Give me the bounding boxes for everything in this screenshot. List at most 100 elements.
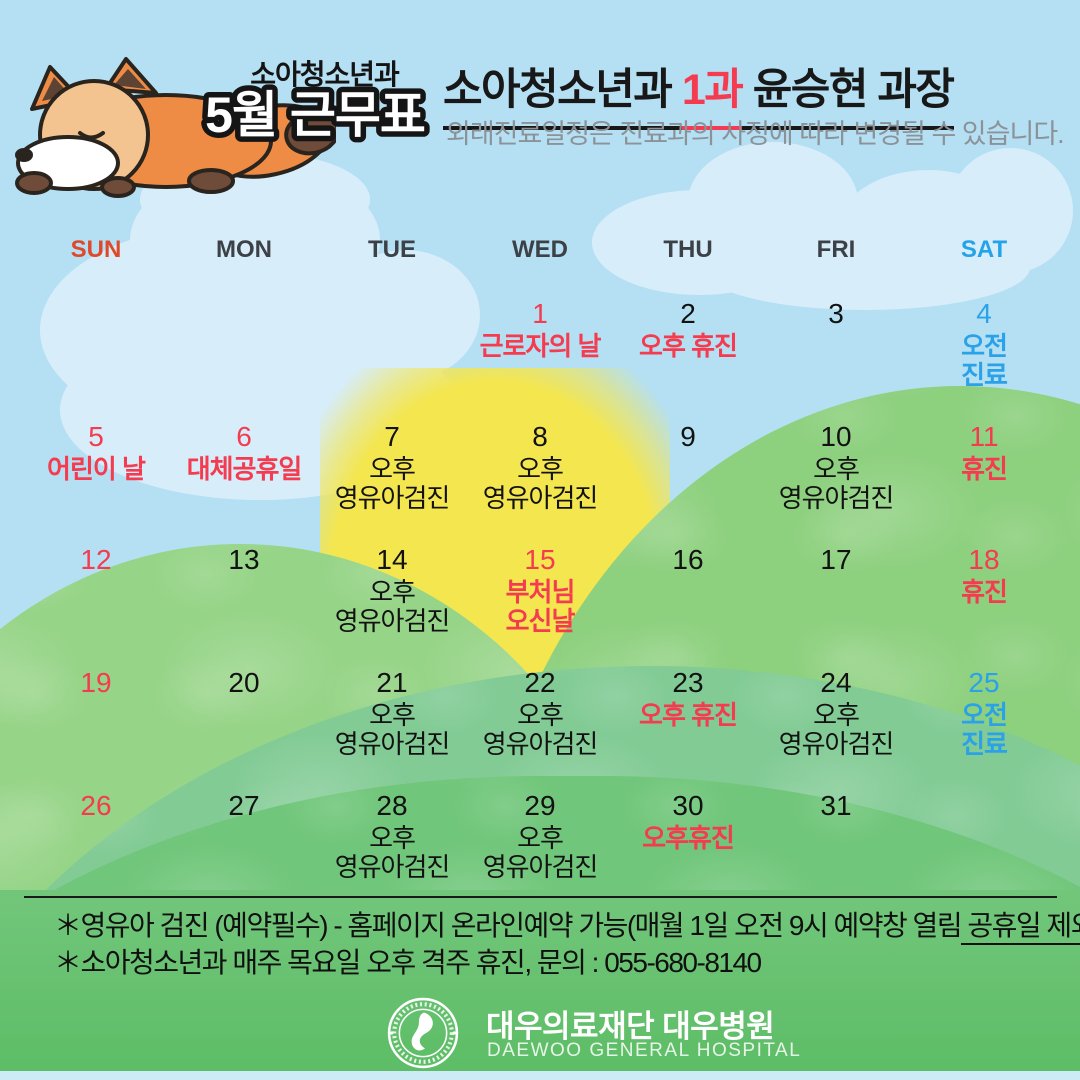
date-number: 3 <box>828 298 844 329</box>
calendar-cell: 19 <box>22 665 170 788</box>
title-doctor: 윤승현 과장 <box>742 55 955 130</box>
date-note: 영유아검진 <box>334 729 451 759</box>
calendar-cell: 25 오전 진료 <box>910 665 1058 788</box>
date-number: 2 <box>680 298 696 329</box>
date-note: 오신날 <box>505 606 576 636</box>
calendar-cell: 4 오전 진료 <box>910 296 1058 419</box>
date-note: 오전 <box>961 700 1008 730</box>
date-note: 진료 <box>961 729 1008 759</box>
calendar-cell: 24 오후 영유아검진 <box>762 665 910 788</box>
date-number: 8 <box>532 421 548 452</box>
date-number: 28 <box>376 790 408 821</box>
weekday-label: SUN <box>70 236 122 263</box>
date-note: 오후 <box>517 454 564 484</box>
weekday-label: SAT <box>960 236 1008 263</box>
calendar-cell: 20 <box>170 665 318 788</box>
sleeping-fox-illustration <box>15 57 336 198</box>
calendar-cell: 30 오후휴진 <box>614 788 762 911</box>
calendar-cell: 13 <box>170 542 318 665</box>
calendar-cell: 28 오후 영유아검진 <box>318 788 466 911</box>
date-number: 21 <box>376 667 408 698</box>
weekday-label: FRI <box>816 236 856 263</box>
date-note: 영유아검진 <box>778 729 895 759</box>
date-note: 근로자의 날 <box>479 331 602 361</box>
footnote-contact: ＊소아청소년과 매주 목요일 오후 격주 휴진, 문의 : 055-680-81… <box>54 947 762 978</box>
date-note: 영유야검진 <box>778 483 895 513</box>
calendar-cell: 18 휴진 <box>910 542 1058 665</box>
footnote-divider <box>24 896 1057 898</box>
weekday-header-row: SUN MON TUE WED THU FRI SAT <box>22 236 1058 264</box>
calendar-cell: 1 근로자의 날 <box>466 296 614 419</box>
calendar-cell-empty <box>22 296 170 419</box>
cloud-shape <box>330 250 480 380</box>
weekday-label: TUE <box>368 236 416 263</box>
date-number: 20 <box>228 667 260 698</box>
calendar-cell: 10 오후 영유야검진 <box>762 419 910 542</box>
page-title: 소아청소년과 1과 윤승현 과장 <box>443 55 955 130</box>
date-note: 오후 <box>369 700 416 730</box>
date-note: 영유아검진 <box>482 483 599 513</box>
date-note: 오후 <box>813 700 860 730</box>
calendar-cell: 31 <box>762 788 910 911</box>
date-number: 11 <box>969 421 999 452</box>
date-number: 29 <box>524 790 556 821</box>
hospital-name-korean: 대우의료재단 대우병원 <box>486 1009 775 1044</box>
calendar-cell: 7 오후 영유아검진 <box>318 419 466 542</box>
calendar-cell: 5 어린이 날 <box>22 419 170 542</box>
date-number: 14 <box>376 544 408 575</box>
calendar-cell-empty <box>318 296 466 419</box>
date-note: 오후 <box>369 823 416 853</box>
date-number: 22 <box>524 667 556 698</box>
date-note: 오후 휴진 <box>639 700 738 730</box>
date-number: 4 <box>976 298 992 329</box>
footnote-checkup-text: ＊영유아 검진 (예약필수) - 홈페이지 온라인예약 가능(매월 1일 오전 … <box>54 910 963 941</box>
footnote-checkup: ＊영유아 검진 (예약필수) - 홈페이지 온라인예약 가능(매월 1일 오전 … <box>54 904 1080 945</box>
calendar-cell-empty <box>910 788 1058 911</box>
date-number: 18 <box>968 544 1000 575</box>
bottom-strip <box>0 1071 1080 1080</box>
date-note: 휴진 <box>961 454 1008 484</box>
date-number: 15 <box>524 544 556 575</box>
date-number: 27 <box>228 790 260 821</box>
calendar-cell: 21 오후 영유아검진 <box>318 665 466 788</box>
date-number: 10 <box>820 421 852 452</box>
date-number: 19 <box>80 667 112 698</box>
calendar-cell-empty <box>170 296 318 419</box>
date-number: 9 <box>680 421 696 452</box>
calendar-cell: 6 대체공휴일 <box>170 419 318 542</box>
date-note: 오후 <box>813 454 860 484</box>
date-note: 오후 휴진 <box>639 331 738 361</box>
cloud-shape <box>948 148 1073 273</box>
calendar-cell: 14 오후 영유아검진 <box>318 542 466 665</box>
hospital-logo <box>387 997 459 1069</box>
date-note: 부처님 <box>505 577 576 607</box>
date-number: 26 <box>80 790 112 821</box>
calendar-grid: 1 근로자의 날 2 오후 휴진 3 4 오전 진료 5 어린이 날 6 대체공휴일 7 오후 영유아검진 8… <box>22 296 1058 911</box>
calendar-cell: 29 오후 영유아검진 <box>466 788 614 911</box>
calendar-cell: 17 <box>762 542 910 665</box>
date-note: 휴진 <box>961 577 1008 607</box>
date-note: 오후 <box>517 700 564 730</box>
calendar-cell: 16 <box>614 542 762 665</box>
date-note: 어린이 날 <box>47 454 146 484</box>
date-number: 12 <box>80 544 112 575</box>
department-label: 소아청소년과 <box>250 59 400 90</box>
date-note: 영유아검진 <box>334 852 451 882</box>
svg-text:5월 근무표: 5월 근무표 <box>205 87 425 143</box>
title-division-highlight: 1과 <box>681 55 744 130</box>
calendar-cell: 23 오후 휴진 <box>614 665 762 788</box>
weekday-label: MON <box>216 236 272 263</box>
calendar-cell: 2 오후 휴진 <box>614 296 762 419</box>
calendar-cell: 3 <box>762 296 910 419</box>
weekday-label: WED <box>512 236 568 263</box>
date-number: 31 <box>820 790 852 821</box>
hospital-name-english: DAEWOO GENERAL HOSPITAL <box>487 1040 802 1061</box>
calendar-cell: 26 <box>22 788 170 911</box>
calendar-cell: 22 오후 영유아검진 <box>466 665 614 788</box>
date-number: 25 <box>968 667 1000 698</box>
date-note: 영유아검진 <box>482 852 599 882</box>
calendar-cell: 8 오후 영유아검진 <box>466 419 614 542</box>
date-number: 30 <box>672 790 704 821</box>
footnote-holiday-exception: 공휴일 제외) <box>961 910 1080 945</box>
